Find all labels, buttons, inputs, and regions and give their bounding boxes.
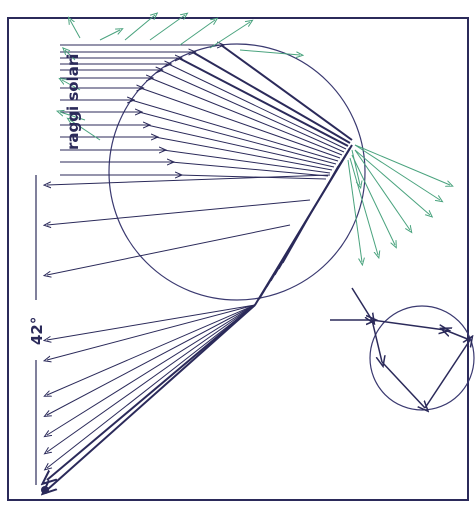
refracted-ray (160, 70, 344, 152)
escaping-ray (355, 145, 450, 185)
refracted-ray (221, 45, 352, 140)
exit-ray (47, 225, 290, 275)
sun-rays-label: raggi solari (64, 54, 82, 150)
exit-ray (47, 305, 255, 452)
schematic-ray (382, 362, 425, 408)
schematic-ray (352, 288, 372, 320)
escaping-ray (100, 30, 120, 40)
exit-ray (47, 305, 255, 468)
angle-label: 42° (28, 317, 46, 345)
reflected-ray (283, 166, 338, 263)
refracted-ray (155, 137, 332, 170)
exit-ray (47, 305, 255, 480)
raindrop-large (109, 44, 365, 300)
refracted-ray (179, 58, 348, 146)
escaping-ray (70, 20, 80, 38)
escaping-ray (180, 20, 215, 45)
refracted-ray (139, 112, 336, 164)
refracted-ray (192, 52, 350, 143)
diagram: raggi solari 42° (0, 0, 476, 504)
schematic-ray (372, 320, 445, 330)
schematic-ray (425, 340, 470, 408)
exit-ray (47, 305, 255, 395)
exit-ray (47, 305, 255, 435)
exit-ray (47, 200, 310, 225)
exit-ray (47, 305, 255, 340)
escaping-ray (352, 155, 395, 245)
refracted-ray (150, 78, 342, 155)
observer-point (41, 486, 49, 494)
escaping-ray (240, 50, 300, 55)
escaping-ray (355, 145, 440, 200)
rays (47, 15, 470, 490)
exit-ray (47, 175, 330, 185)
refracted-ray (163, 150, 330, 173)
